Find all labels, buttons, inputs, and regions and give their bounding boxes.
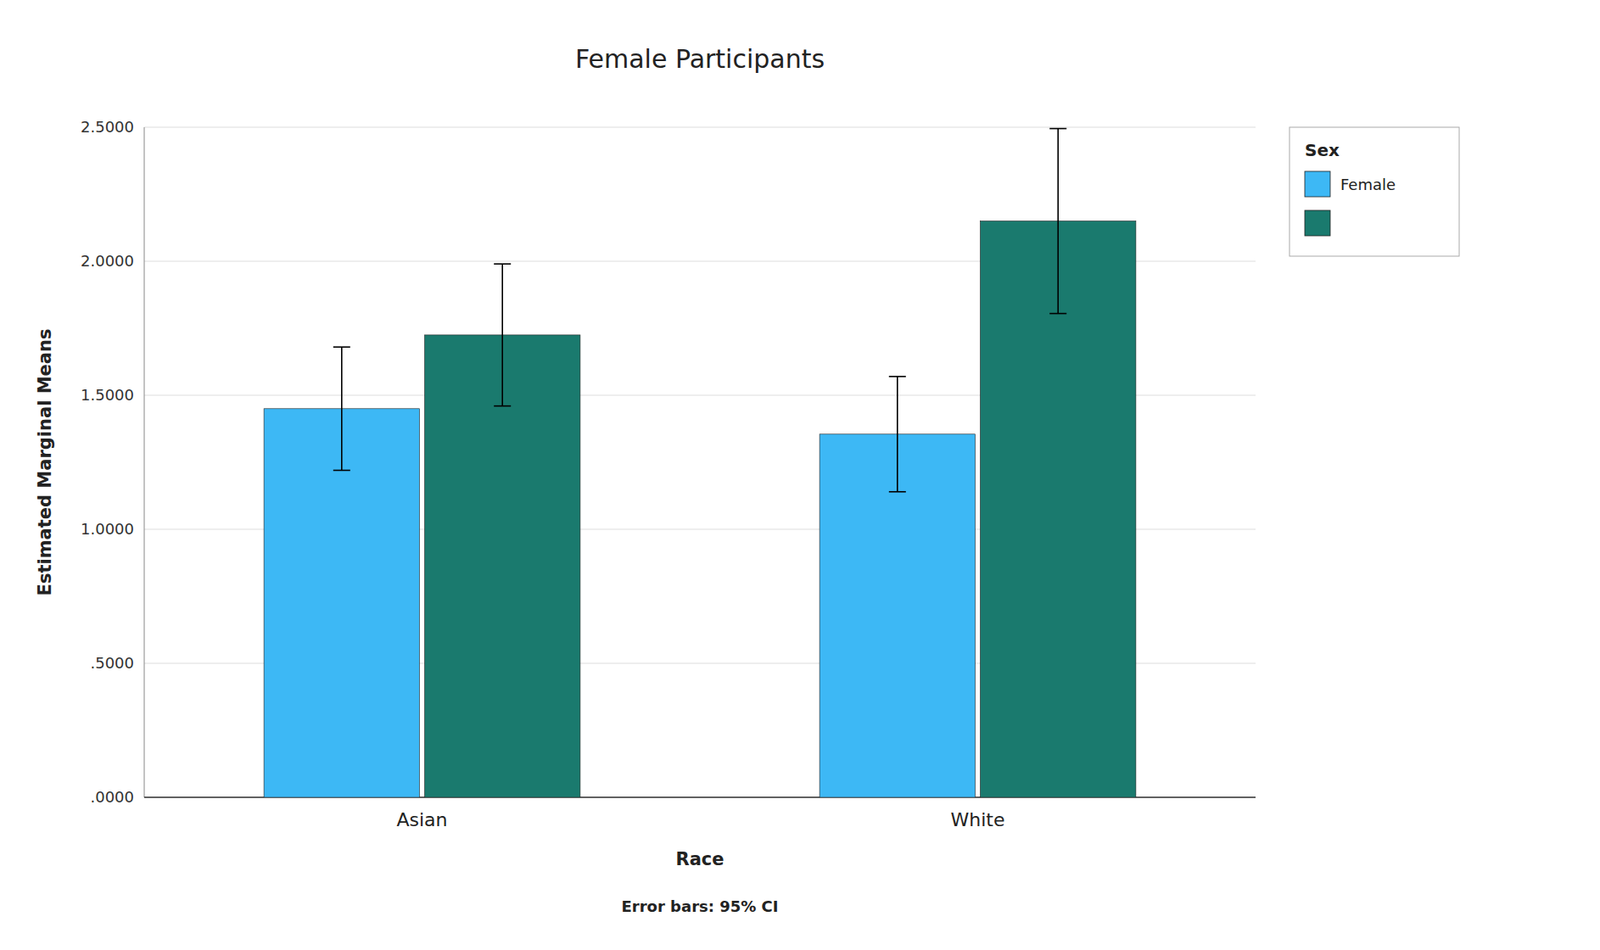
error-bar [889,376,907,493]
error-bar-stem [1057,128,1059,314]
error-bar [333,346,351,470]
legend-frame [1289,127,1460,257]
marks [263,128,1136,798]
error-bar-stem [896,376,899,493]
error-bar-cap [1049,128,1067,130]
chart-svg: Female Participants .0000 .5000 1.0000 1.500… [0,0,1600,950]
y-tick-label: 2.5000 [80,117,135,136]
y-tick-label: .0000 [89,788,135,806]
legend-swatch [1304,210,1331,236]
y-tick-label: .5000 [89,654,135,672]
y-axis-line [144,127,146,798]
legend-label: Female [1340,175,1396,194]
footnote: Error bars: 95% CI [621,897,779,916]
y-tick-label: 2.0000 [80,251,135,270]
y-tick-label: 1.0000 [80,520,135,538]
error-bar-stem [501,263,504,406]
background [0,0,1600,950]
error-bar-cap [493,405,511,408]
error-bar-cap [889,491,907,493]
x-tick-label: Asian [396,809,448,831]
error-bar-cap [333,469,351,472]
y-axis-label: Estimated Marginal Means [34,329,56,597]
grid-line [144,127,1256,129]
legend-swatch [1304,171,1331,197]
title: Female Participants [575,44,825,74]
x-axis-label: Race [675,849,724,870]
x-tick-label: White [951,809,1006,831]
legend-title: Sex [1304,139,1340,161]
error-bar-cap [889,375,907,378]
legend: SexFemale [1289,127,1460,257]
error-bar-cap [1049,313,1067,315]
y-axis: .0000 .5000 1.0000 1.5000 2.0000 2.5000 [80,117,1256,806]
error-bar [1049,128,1067,314]
error-bar-cap [333,346,351,348]
chart-container: Female Participants .0000 .5000 1.0000 1.500… [0,0,1600,950]
error-bar-cap [493,262,511,265]
y-tick-label: 1.5000 [80,386,135,404]
error-bar-stem [341,346,343,470]
error-bar [493,263,511,406]
